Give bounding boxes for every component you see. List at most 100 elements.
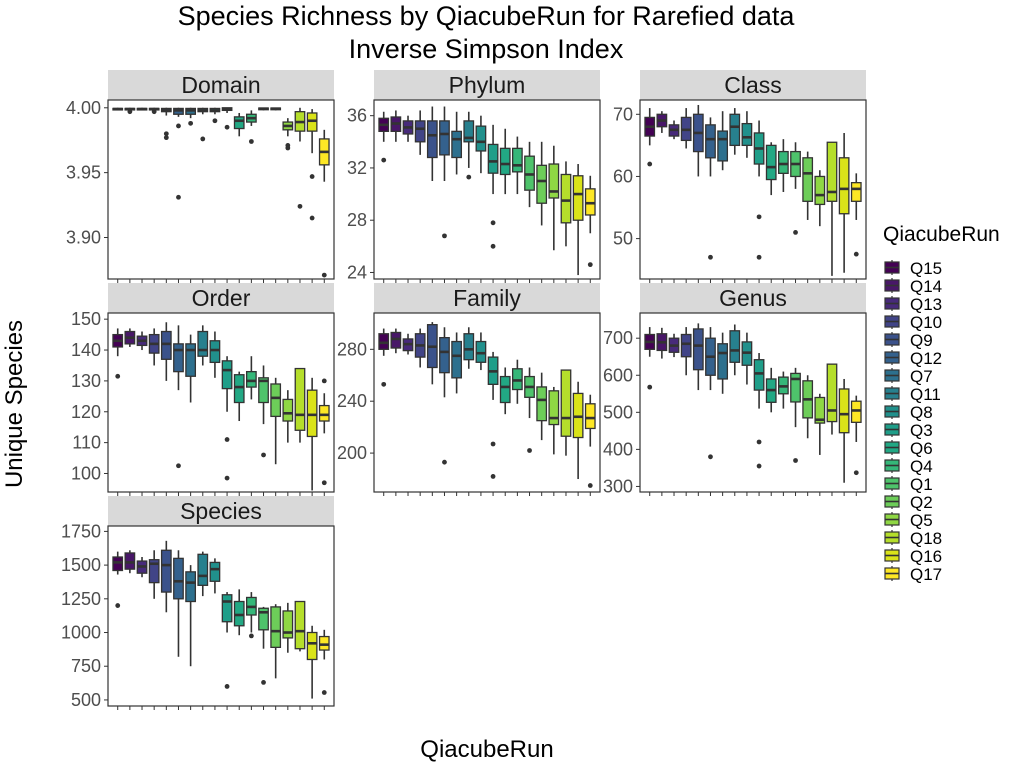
box-outlier [490, 441, 496, 447]
box-class-q6 [765, 142, 777, 196]
box-iqr [536, 164, 548, 204]
box-outlier [793, 229, 798, 235]
box-iqr [306, 389, 318, 438]
box-genus-q2 [802, 375, 814, 439]
box-domain-q17 [318, 129, 330, 278]
y-tick-label: 1000 [61, 623, 101, 643]
y-tick-label: 140 [71, 340, 101, 360]
box-iqr [148, 559, 160, 584]
box-iqr [826, 141, 838, 202]
box-order-q4 [245, 356, 257, 400]
y-tick-label: 130 [71, 371, 101, 391]
box-family-q8 [475, 332, 487, 371]
box-outlier [224, 684, 230, 689]
panel-border-phylum [373, 99, 601, 280]
box-species-q16 [306, 625, 318, 699]
y-tick-label: 150 [71, 309, 101, 329]
box-phylum-q3 [487, 124, 499, 249]
box-iqr [487, 143, 499, 174]
y-tick-label: 110 [72, 433, 101, 453]
box-outlier [381, 381, 387, 387]
box-iqr [270, 383, 282, 418]
box-outlier [793, 458, 798, 463]
box-phylum-q2 [536, 141, 548, 226]
box-genus-q6 [765, 367, 777, 413]
box-domain-q2 [270, 107, 282, 111]
box-outlier [176, 123, 181, 129]
box-iqr [173, 343, 184, 373]
box-iqr [850, 182, 862, 202]
box-iqr [245, 370, 257, 388]
box-iqr [209, 340, 221, 364]
box-family-q15 [378, 328, 390, 387]
box-iqr [451, 340, 463, 379]
box-family-q16 [572, 381, 584, 480]
box-species-q15 [112, 551, 124, 608]
box-class-q18 [826, 141, 838, 276]
panel-strip-label-class: Class [724, 72, 782, 98]
box-species-q18 [294, 600, 306, 652]
box-class-q4 [777, 139, 789, 192]
panel-strip-label-domain: Domain [181, 72, 260, 98]
box-iqr [536, 386, 548, 422]
box-outlier [466, 174, 472, 180]
box-iqr [282, 610, 294, 639]
box-order-q9 [160, 322, 172, 381]
box-genus-q7 [717, 332, 729, 394]
y-tick-label: 500 [71, 690, 101, 710]
box-outlier [212, 118, 218, 124]
box-family-q7 [451, 332, 463, 394]
legend-item-q13: Q13 [884, 295, 942, 314]
legend-item-q7: Q7 [884, 367, 933, 386]
box-phylum-q14 [390, 110, 402, 142]
box-genus-q9 [692, 323, 704, 391]
y-tick-label: 50 [613, 229, 633, 249]
box-iqr [258, 377, 269, 404]
box-outlier [381, 157, 387, 163]
box-iqr [777, 150, 789, 174]
box-iqr [197, 553, 209, 586]
box-iqr [282, 398, 294, 422]
box-iqr [584, 188, 596, 216]
box-iqr [705, 124, 716, 159]
legend-label-q14: Q14 [910, 277, 942, 296]
box-outlier [587, 483, 593, 488]
box-species-q6 [233, 589, 245, 636]
box-genus-q17 [850, 395, 862, 476]
legend-label-q5: Q5 [910, 511, 933, 530]
legend-item-q4: Q4 [884, 457, 933, 476]
legend-label-q18: Q18 [910, 529, 942, 548]
box-genus-q13 [668, 333, 680, 358]
y-tick-label: 100 [71, 463, 101, 483]
legend-item-q15: Q15 [884, 259, 942, 278]
box-family-q4 [511, 359, 523, 404]
box-outlier [756, 254, 762, 260]
box-iqr [560, 173, 572, 224]
box-outlier [490, 243, 496, 249]
box-genus-q4 [777, 371, 789, 409]
legend-label-q4: Q4 [910, 457, 933, 476]
legend-item-q8: Q8 [884, 403, 933, 422]
box-phylum-q16 [572, 164, 584, 276]
box-iqr [160, 549, 172, 593]
box-domain-q6 [233, 112, 245, 137]
box-iqr [814, 175, 826, 206]
panel-strip-label-family: Family [453, 285, 521, 311]
box-iqr [463, 333, 475, 361]
box-iqr [233, 116, 245, 130]
box-outlier [756, 463, 762, 469]
box-iqr [185, 571, 197, 603]
box-domain-q15 [112, 107, 124, 111]
box-order-q16 [306, 377, 318, 491]
box-order-q11 [197, 325, 209, 366]
box-phylum-q1 [524, 141, 535, 208]
panel-strip-species [108, 496, 334, 526]
legend-label-q7: Q7 [910, 367, 933, 386]
box-family-q14 [390, 328, 402, 354]
box-outlier [163, 135, 169, 141]
box-iqr [692, 328, 704, 371]
box-iqr [233, 374, 245, 404]
box-outlier [176, 463, 181, 469]
box-iqr [729, 113, 741, 147]
